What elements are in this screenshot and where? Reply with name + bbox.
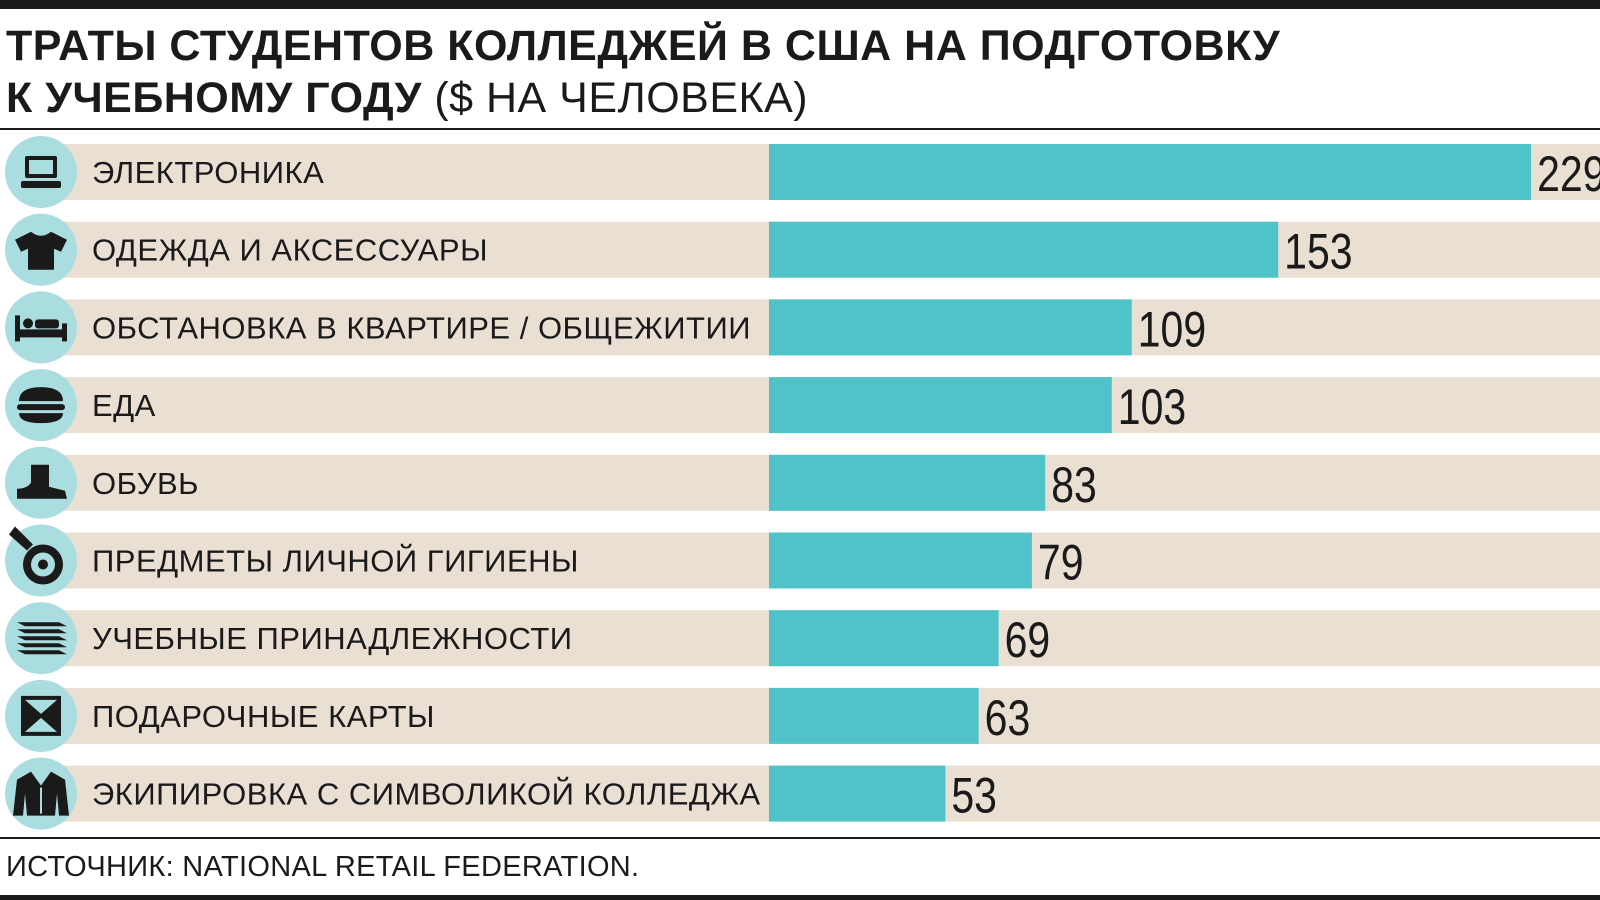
bottom-rule bbox=[0, 895, 1600, 900]
category-label: ЕДА bbox=[92, 388, 156, 423]
category-label: ПРЕДМЕТЫ ЛИЧНОЙ ГИГИЕНЫ bbox=[92, 543, 579, 579]
chart-row: ПОДАРОЧНЫЕ КАРТЫ 63 bbox=[5, 679, 1600, 752]
chart-row: ЭЛЕКТРОНИКА 229 bbox=[5, 136, 1600, 208]
bar bbox=[769, 299, 1132, 356]
category-label: ОДЕЖДА И АКСЕССУАРЫ bbox=[92, 233, 488, 268]
chart-row: ЕДА 103 bbox=[5, 369, 1600, 442]
footer-divider bbox=[0, 837, 1600, 839]
category-label: ЭКИПИРОВКА С СИМВОЛИКОЙ КОЛЛЕДЖА bbox=[92, 776, 761, 812]
bar bbox=[769, 454, 1046, 511]
value-label: 153 bbox=[1284, 224, 1352, 280]
value-label: 83 bbox=[1051, 457, 1097, 513]
chart-row: ЭКИПИРОВКА С СИМВОЛИКОЙ КОЛЛЕДЖА 53 bbox=[5, 757, 1600, 830]
gift-card-icon bbox=[21, 695, 61, 736]
chart-row: ОБУВЬ 83 bbox=[5, 446, 1600, 519]
header-divider bbox=[0, 128, 1600, 130]
chart-row: ОБСТАНОВКА В КВАРТИРЕ / ОБЩЕЖИТИИ 109 bbox=[5, 291, 1600, 364]
laptop-icon bbox=[21, 156, 61, 188]
title-unit: ($ НА ЧЕЛОВЕКА) bbox=[434, 74, 809, 122]
tshirt-icon bbox=[15, 231, 67, 270]
value-label: 69 bbox=[1005, 612, 1051, 668]
bar bbox=[769, 221, 1279, 278]
bed-icon bbox=[15, 315, 67, 342]
category-label: ПОДАРОЧНЫЕ КАРТЫ bbox=[92, 699, 435, 734]
chart-row: УЧЕБНЫЕ ПРИНАДЛЕЖНОСТИ 69 bbox=[5, 602, 1600, 675]
bar bbox=[769, 765, 946, 822]
chart-title: ТРАТЫ СТУДЕНТОВ КОЛЛЕДЖЕЙ В США НА ПОДГО… bbox=[6, 20, 1596, 124]
top-rule bbox=[0, 0, 1600, 9]
bar bbox=[769, 144, 1532, 200]
books-icon bbox=[17, 622, 67, 655]
value-label: 79 bbox=[1038, 535, 1084, 591]
value-label: 229 bbox=[1537, 146, 1600, 202]
title-line-1: ТРАТЫ СТУДЕНТОВ КОЛЛЕДЖЕЙ В США НА ПОДГО… bbox=[6, 22, 1281, 70]
title-line-2: К УЧЕБНОМУ ГОДУ bbox=[6, 74, 422, 122]
college-jacket-icon bbox=[13, 771, 69, 816]
value-label: 53 bbox=[951, 768, 997, 824]
value-label: 63 bbox=[985, 690, 1031, 746]
value-label: 109 bbox=[1138, 302, 1206, 358]
value-label: 103 bbox=[1118, 379, 1186, 435]
toilet-paper-icon bbox=[9, 526, 63, 585]
bar bbox=[769, 377, 1112, 434]
boot-icon bbox=[17, 464, 67, 499]
bar bbox=[769, 610, 999, 667]
category-label: УЧЕБНЫЕ ПРИНАДЛЕЖНОСТИ bbox=[92, 621, 573, 656]
category-label: ОБСТАНОВКА В КВАРТИРЕ / ОБЩЕЖИТИИ bbox=[92, 310, 751, 345]
source-note: ИСТОЧНИК: NATIONAL RETAIL FEDERATION. bbox=[6, 851, 640, 883]
chart-row: ОДЕЖДА И АКСЕССУАРЫ 153 bbox=[5, 213, 1600, 286]
category-label: ЭЛЕКТРОНИКА bbox=[92, 155, 324, 190]
bar bbox=[769, 687, 979, 744]
bar bbox=[769, 532, 1032, 589]
chart-row: ПРЕДМЕТЫ ЛИЧНОЙ ГИГИЕНЫ 79 bbox=[5, 524, 1600, 597]
burger-icon bbox=[17, 387, 65, 424]
category-label: ОБУВЬ bbox=[92, 466, 199, 501]
